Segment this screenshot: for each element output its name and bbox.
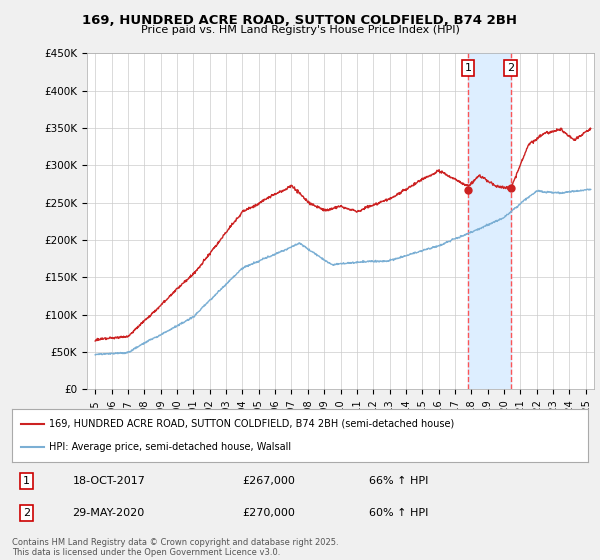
Text: 2: 2 — [507, 63, 514, 73]
Text: £270,000: £270,000 — [242, 508, 295, 518]
Text: 66% ↑ HPI: 66% ↑ HPI — [369, 476, 428, 486]
Text: Price paid vs. HM Land Registry's House Price Index (HPI): Price paid vs. HM Land Registry's House … — [140, 25, 460, 35]
Text: £267,000: £267,000 — [242, 476, 295, 486]
Text: 169, HUNDRED ACRE ROAD, SUTTON COLDFIELD, B74 2BH (semi-detached house): 169, HUNDRED ACRE ROAD, SUTTON COLDFIELD… — [49, 419, 455, 429]
Text: HPI: Average price, semi-detached house, Walsall: HPI: Average price, semi-detached house,… — [49, 442, 292, 452]
Text: 29-MAY-2020: 29-MAY-2020 — [73, 508, 145, 518]
Text: Contains HM Land Registry data © Crown copyright and database right 2025.
This d: Contains HM Land Registry data © Crown c… — [12, 538, 338, 557]
Bar — [468, 53, 511, 389]
Text: 1: 1 — [23, 476, 30, 486]
Text: 2: 2 — [23, 508, 30, 518]
Text: 60% ↑ HPI: 60% ↑ HPI — [369, 508, 428, 518]
Text: 169, HUNDRED ACRE ROAD, SUTTON COLDFIELD, B74 2BH: 169, HUNDRED ACRE ROAD, SUTTON COLDFIELD… — [83, 14, 517, 27]
Text: 18-OCT-2017: 18-OCT-2017 — [73, 476, 145, 486]
Text: 1: 1 — [464, 63, 472, 73]
